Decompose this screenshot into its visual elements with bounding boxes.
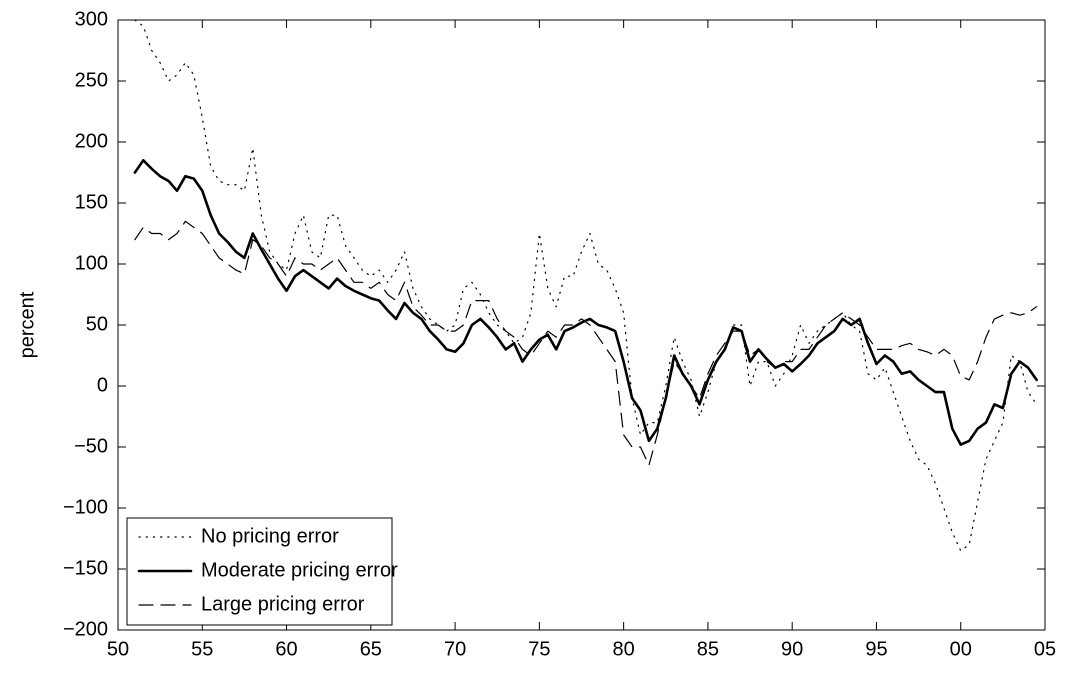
y-tick-label: 50 bbox=[86, 313, 108, 335]
y-tick-label: 100 bbox=[75, 252, 108, 274]
x-tick-label: 90 bbox=[781, 638, 803, 660]
legend-label: Large pricing error bbox=[201, 593, 365, 615]
legend-label: No pricing error bbox=[201, 525, 339, 547]
y-tick-label: −100 bbox=[63, 496, 108, 518]
x-tick-label: 60 bbox=[275, 638, 297, 660]
line-series bbox=[134, 19, 1038, 552]
x-tick-label: 95 bbox=[865, 638, 887, 660]
x-tick-label: 55 bbox=[191, 638, 213, 660]
y-tick-label: 300 bbox=[75, 8, 108, 30]
y-tick-label: −150 bbox=[63, 557, 108, 579]
y-tick-label: −200 bbox=[63, 618, 108, 640]
line-series bbox=[133, 159, 1038, 446]
y-tick-label: −50 bbox=[74, 435, 108, 457]
x-tick-label: 65 bbox=[360, 638, 382, 660]
x-tick-label: 80 bbox=[613, 638, 635, 660]
x-tick-label: 75 bbox=[528, 638, 550, 660]
x-tick-label: 70 bbox=[444, 638, 466, 660]
y-tick-label: 200 bbox=[75, 130, 108, 152]
x-tick-label: 00 bbox=[950, 638, 972, 660]
plot-frame bbox=[117, 19, 1046, 631]
x-tick-label: 85 bbox=[697, 638, 719, 660]
legend-label: Moderate pricing error bbox=[201, 559, 398, 581]
x-tick-label: 05 bbox=[1034, 638, 1056, 660]
y-tick-label: 150 bbox=[75, 191, 108, 213]
line-series bbox=[134, 220, 1038, 466]
x-tick-label: 50 bbox=[107, 638, 129, 660]
y-axis-label: percent bbox=[16, 291, 38, 358]
y-tick-label: 0 bbox=[97, 374, 108, 396]
y-tick-label: 250 bbox=[75, 69, 108, 91]
